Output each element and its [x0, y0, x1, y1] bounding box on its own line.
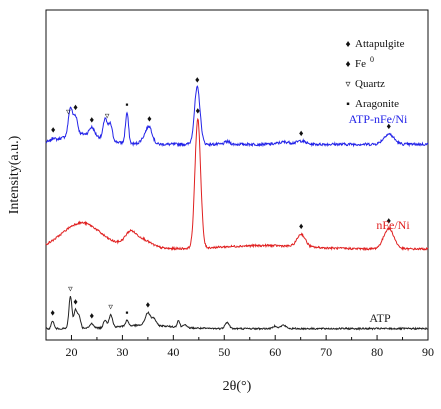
phase-marker: ♦ [147, 113, 152, 123]
x-tick-label: 40 [167, 345, 179, 359]
x-tick-label: 30 [116, 345, 128, 359]
legend-label: Quartz [355, 78, 385, 90]
phase-marker: ♦ [195, 74, 200, 84]
legend-item-attapulgite: ♦ Attapulgite [345, 38, 404, 50]
x-tick-label: 90 [422, 345, 434, 359]
legend-item-fe: ♦ Fe 0 [345, 55, 374, 70]
legend-label: Attapulgite [355, 38, 405, 50]
legend-item-quartz: ▿ Quartz [345, 78, 385, 90]
x-tick-label: 60 [269, 345, 281, 359]
phase-marker: ♦ [195, 105, 200, 115]
phase-marker: ▿ [66, 106, 71, 116]
series-label-nfe-ni: nFe/Ni [376, 218, 410, 232]
series-atp-nfe-ni: ♦▿ ♦♦ ▿▪♦♦♦♦ATP-nFe/Ni [45, 74, 429, 148]
series-line-atp-nfe-ni [45, 85, 429, 148]
phase-marker: ♦ [386, 215, 391, 225]
x-axis-title: 2θ(°) [223, 379, 252, 394]
series-atp: ♦▿♦♦▿▪♦ATP [45, 284, 429, 331]
phase-marker: ♦ [386, 121, 391, 131]
x-tick-label: 70 [320, 345, 332, 359]
series-line-atp [45, 295, 429, 331]
phase-marker: ♦ [299, 128, 304, 138]
legend: ♦ Attapulgite ♦ Fe 0 ▿ Quartz ▪ Aragonite [345, 38, 404, 110]
legend-symbol: ▪ [346, 99, 350, 110]
plot-frame [45, 9, 429, 341]
phase-marker: ♦ [299, 221, 304, 231]
legend-superscript: 0 [370, 55, 374, 64]
series-line-nfe-ni [45, 117, 429, 252]
legend-symbol: ▿ [345, 79, 350, 90]
series-label-atp-nfe-ni: ATP-nFe/Ni [349, 112, 408, 126]
phase-marker: ♦ [90, 114, 95, 124]
phase-marker: ♦ [146, 300, 151, 310]
legend-symbol: ♦ [345, 59, 350, 70]
legend-label: Fe [355, 58, 366, 70]
series-nfe-ni: ♦♦♦nFe/Ni [45, 105, 429, 252]
legend-symbol: ♦ [345, 39, 350, 50]
legend-item-aragonite: ▪ Aragonite [346, 98, 399, 110]
series-label-atp: ATP [369, 311, 391, 325]
legend-label: Aragonite [355, 98, 399, 110]
phase-marker: ♦ [73, 296, 78, 306]
x-tick-label: 50 [218, 345, 230, 359]
phase-marker: ♦ [50, 308, 55, 318]
phase-marker: ♦ [90, 311, 95, 321]
phase-marker: ▪ [125, 100, 128, 110]
phase-marker: ▿ [68, 284, 73, 294]
phase-marker: ♦ [51, 125, 56, 135]
x-tick-label: 20 [65, 345, 77, 359]
y-axis-title: Intensity(a.u.) [7, 135, 22, 214]
phase-marker: ♦ [73, 102, 78, 112]
x-axis-ticks: 20 30 40 50 60 70 80 90 [45, 335, 434, 359]
x-tick-label: 80 [371, 345, 383, 359]
phase-marker: ▿ [108, 302, 113, 312]
phase-marker: ▿ [105, 110, 110, 120]
phase-marker: ▪ [125, 307, 128, 317]
series-layer: ♦▿ ♦♦ ▿▪♦♦♦♦ATP-nFe/Ni♦♦♦nFe/Ni♦▿♦♦▿▪♦ATP [45, 74, 429, 331]
